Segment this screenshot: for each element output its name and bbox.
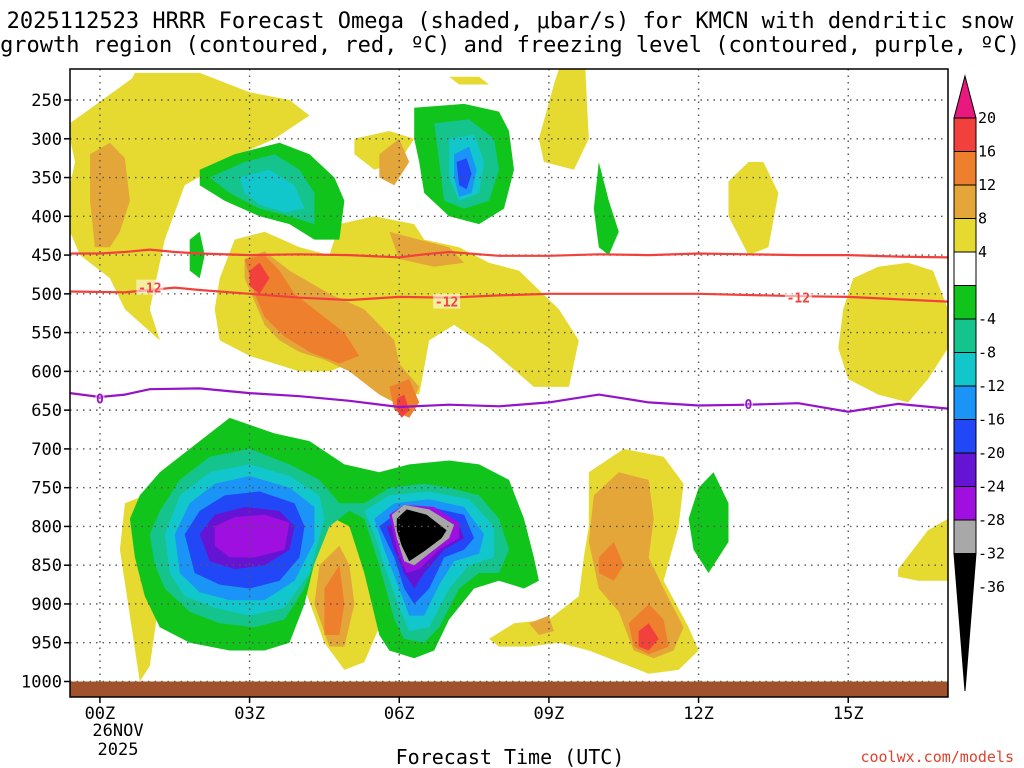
- colorbar-tick-label: -12: [978, 377, 1005, 395]
- credit-link[interactable]: coolwx.com/models: [860, 748, 1014, 766]
- y-tick-label: 300: [31, 130, 62, 150]
- colorbar: 20 16 12 8 4 -4 -8 -12 -16 -20 -24 -28 -32 -36: [953, 74, 1005, 692]
- colorbar-segment: [953, 385, 977, 420]
- omega-shaded-region: [189, 231, 205, 279]
- colorbar-segment: [953, 419, 977, 454]
- omega-shaded-region: [389, 231, 465, 267]
- colorbar-tick-label: 4: [978, 243, 987, 261]
- y-tick-label: 800: [31, 517, 62, 537]
- omega-shaded-region: [379, 138, 410, 186]
- x-tick-label: 15Z: [833, 704, 864, 724]
- omega-shaded-region: [688, 472, 729, 573]
- omega-shaded-region: [324, 565, 345, 635]
- contour-label: 0: [745, 398, 753, 413]
- y-tick-label: 500: [31, 285, 62, 305]
- contour-label-bg: [784, 289, 812, 305]
- colorbar-tick-label: -16: [978, 411, 1005, 429]
- y-tick-label: 350: [31, 169, 62, 189]
- freezing-level-contour-line: [70, 387, 948, 413]
- x-tick-label: 09Z: [534, 704, 565, 724]
- y-tick-label: 550: [31, 324, 62, 344]
- x-tick-label: 06Z: [384, 704, 415, 724]
- grid-lines: [70, 69, 948, 697]
- y-tick-label: 750: [31, 479, 62, 499]
- x-tick-label: 00Z: [85, 704, 116, 724]
- colorbar-tick-label: -24: [978, 478, 1005, 496]
- y-tick-label: 900: [31, 595, 62, 615]
- x-axis-label: Forecast Time (UTC): [396, 745, 625, 768]
- contour-label: -12: [138, 282, 161, 297]
- x-axis: 00Z 03Z 06Z 09Z 12Z 15Z: [85, 697, 864, 724]
- omega-shaded-region: [728, 162, 779, 256]
- plot-frame: [69, 68, 949, 698]
- omega-shaded-region: [538, 69, 589, 170]
- contour-labels: -12 -12 -12 0 0: [95, 279, 812, 413]
- omega-shaded-region: [249, 262, 270, 294]
- ground-band: [70, 681, 948, 697]
- omega-shaded-region: [598, 541, 624, 581]
- colorbar-arrow-top: [953, 74, 977, 119]
- colorbar-segment: [953, 486, 977, 521]
- colorbar-tick-label: 8: [978, 210, 987, 228]
- omega-shaded-region: [244, 255, 360, 364]
- omega-shaded-region: [593, 162, 619, 256]
- colorbar-tick-label: -28: [978, 511, 1005, 529]
- colorbar-tick-label: -4: [978, 310, 996, 328]
- colorbar-tick-label: 20: [978, 109, 996, 127]
- colorbar-segment: [953, 251, 977, 286]
- colorbar-segment: [953, 218, 977, 253]
- y-tick-label: 600: [31, 362, 62, 382]
- date-label-line-2: 2025: [98, 740, 139, 760]
- contour-label-bg: [95, 390, 105, 406]
- date-label-line-1: 26NOV: [92, 721, 143, 741]
- contour-label-bg: [743, 395, 753, 411]
- contour-label: 0: [96, 393, 104, 408]
- contour-label: -12: [435, 296, 458, 311]
- y-tick-label: 1000: [21, 672, 62, 692]
- contour-label-bg: [136, 279, 164, 295]
- colorbar-tick-label: -36: [978, 578, 1005, 596]
- plot-area: [70, 69, 948, 697]
- omega-shaded-region: [396, 509, 447, 562]
- contour-label-bg: [433, 293, 461, 309]
- colorbar-segment: [953, 318, 977, 353]
- omega-shaded-region: [239, 169, 305, 213]
- omega-shaded-region: [90, 142, 130, 248]
- contour-label: -12: [787, 292, 810, 307]
- y-tick-label: 250: [31, 91, 62, 111]
- chart-title-line-1: 2025112523 HRRR Forecast Omega (shaded, …: [7, 9, 1014, 34]
- y-tick-label: 650: [31, 401, 62, 421]
- colorbar-tick-label: -8: [978, 344, 996, 362]
- y-tick-label: 950: [31, 634, 62, 654]
- colorbar-tick-label: -32: [978, 545, 1005, 563]
- omega-shaded-region: [449, 76, 489, 85]
- y-tick-label: 850: [31, 556, 62, 576]
- omega-shaded-region: [214, 514, 290, 558]
- colorbar-arrow-bottom: [953, 553, 977, 692]
- colorbar-segment: [953, 452, 977, 487]
- chart-title-line-2: growth region (contoured, red, ºC) and f…: [0, 33, 1020, 58]
- y-tick-label: 700: [31, 440, 62, 460]
- omega-shaded-region: [70, 72, 310, 341]
- colorbar-segment: [953, 151, 977, 186]
- colorbar-segment: [953, 519, 977, 554]
- omega-shading: [70, 69, 948, 682]
- colorbar-tick-label: 16: [978, 143, 996, 161]
- omega-shaded-region: [529, 615, 554, 635]
- x-tick-label: 03Z: [234, 704, 265, 724]
- colorbar-tick-label: 12: [978, 176, 996, 194]
- dgz-contour-line: [70, 248, 948, 259]
- colorbar-tick-label: -20: [978, 444, 1005, 462]
- y-tick-label: 450: [31, 246, 62, 266]
- x-tick-label: 12Z: [683, 704, 714, 724]
- omega-shaded-region: [638, 623, 659, 651]
- y-tick-label: 400: [31, 207, 62, 227]
- colorbar-segment: [953, 184, 977, 219]
- y-axis: 250 300 350 400 450 500 550 600 650 700 750 800 850 9…: [21, 91, 70, 692]
- omega-shaded-region: [456, 158, 472, 190]
- colorbar-segment: [953, 352, 977, 387]
- colorbar-segment: [953, 285, 977, 320]
- colorbar-segment: [953, 117, 977, 152]
